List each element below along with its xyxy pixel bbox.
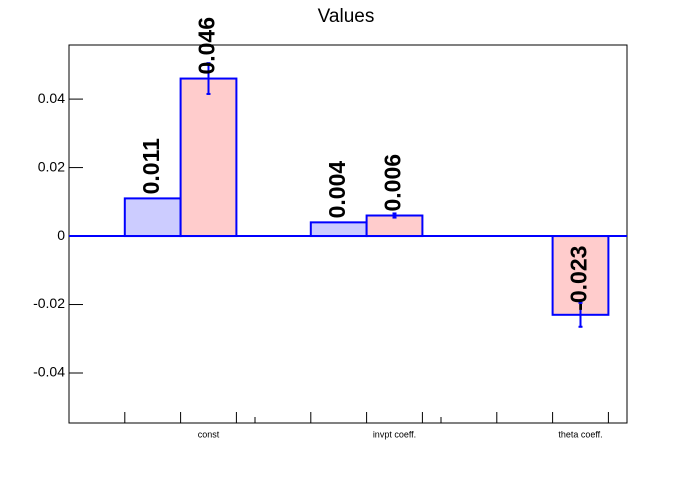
x-tick-label: invpt coeff. — [373, 429, 416, 439]
value-label: 0.006 — [380, 154, 406, 212]
y-tick-label: 0.04 — [38, 90, 65, 106]
y-tick-label: -0.02 — [33, 295, 65, 311]
x-tick-label: theta coeff. — [558, 429, 602, 439]
bar — [551, 235, 610, 316]
value-label: 0.046 — [194, 17, 220, 75]
bar — [365, 214, 424, 238]
bar — [123, 197, 182, 238]
x-tick-label: const — [198, 429, 220, 439]
bar — [309, 221, 368, 238]
value-label: -0.023 — [566, 246, 592, 311]
chart-title: Values — [318, 6, 375, 27]
y-tick-label: 0.02 — [38, 158, 65, 174]
y-tick-label: 0 — [57, 227, 65, 243]
frame — [68, 44, 628, 424]
bar — [179, 77, 238, 238]
y-tick-label: -0.04 — [33, 364, 65, 380]
value-label: 0.004 — [324, 161, 350, 219]
value-label: 0.011 — [138, 138, 164, 194]
